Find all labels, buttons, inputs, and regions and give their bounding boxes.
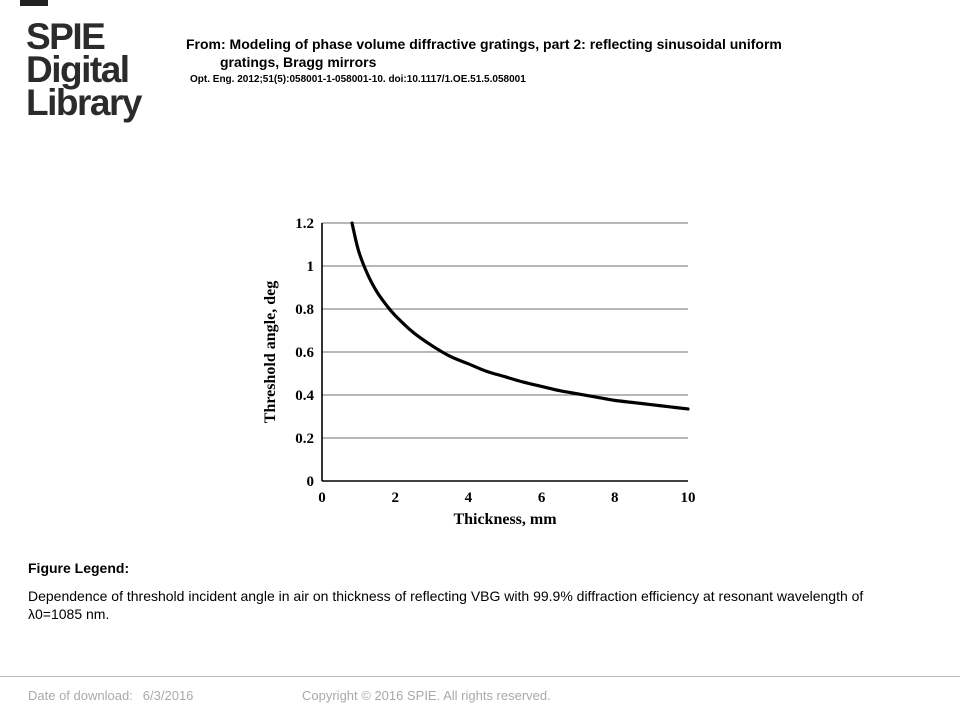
download-date-label: Date of download: [28, 688, 133, 703]
x-tick-label-3: 6 [538, 490, 546, 506]
logo-line-1: SPIE [26, 16, 106, 57]
y-tick-label-5: 1 [307, 259, 315, 275]
figure-legend: Figure Legend: Dependence of threshold i… [28, 560, 908, 623]
chart-grid [322, 222, 688, 439]
x-axis-label: Thickness, mm [453, 511, 557, 528]
spie-digital-library-logo[interactable]: SPIE Digital Library [26, 16, 151, 123]
x-tick-label-2: 4 [465, 490, 473, 506]
copyright-notice: Copyright © 2016 SPIE. All rights reserv… [302, 688, 551, 703]
logo-line-3: Library [26, 82, 142, 123]
article-header: From: Modeling of phase volume diffracti… [186, 35, 926, 85]
x-tick-label-4: 8 [611, 490, 619, 506]
x-tick-label-5: 10 [681, 490, 696, 506]
y-tick-labels: 0 0.2 0.4 0.6 0.8 1 1.2 [295, 216, 314, 490]
x-tick-label-0: 0 [318, 490, 326, 506]
figure-legend-heading: Figure Legend: [28, 560, 130, 576]
chart-axes [321, 223, 688, 482]
logo-line-2: Digital [26, 49, 130, 90]
y-tick-label-0: 0 [307, 474, 315, 490]
x-tick-labels: 0 2 4 6 8 10 [318, 490, 695, 506]
threshold-angle-chart: 00.20.40.60.811.2 0 2 4 6 8 10 Thickness, mm … [262, 216, 696, 528]
chart-series [350, 221, 690, 411]
y-tick-label-6: 1.2 [295, 216, 314, 232]
y-tick-label-4: 0.8 [295, 302, 314, 318]
y-tick-label-2: 0.4 [295, 388, 314, 404]
x-tick-label-1: 2 [391, 490, 399, 506]
article-citation[interactable]: Opt. Eng. 2012;51(5):058001-1-058001-10.… [190, 74, 526, 85]
article-title-line-2: gratings, Bragg mirrors [220, 54, 377, 70]
corner-mark [20, 0, 48, 6]
y-tick-label-3: 0.6 [295, 345, 314, 361]
download-date-value: 6/3/2016 [142, 688, 194, 703]
footer-divider [0, 676, 960, 677]
figure-legend-text: Dependence of threshold incident angle i… [28, 588, 864, 622]
download-date: Date of download: 6/3/2016 [28, 688, 193, 703]
article-title-line-1: From: Modeling of phase volume diffracti… [186, 36, 782, 52]
y-tick-label-1: 0.2 [295, 431, 314, 447]
article-title: From: Modeling of phase volume diffracti… [186, 35, 926, 71]
y-axis-label: Threshold angle, deg [262, 281, 279, 423]
series-line-0 [350, 221, 690, 411]
